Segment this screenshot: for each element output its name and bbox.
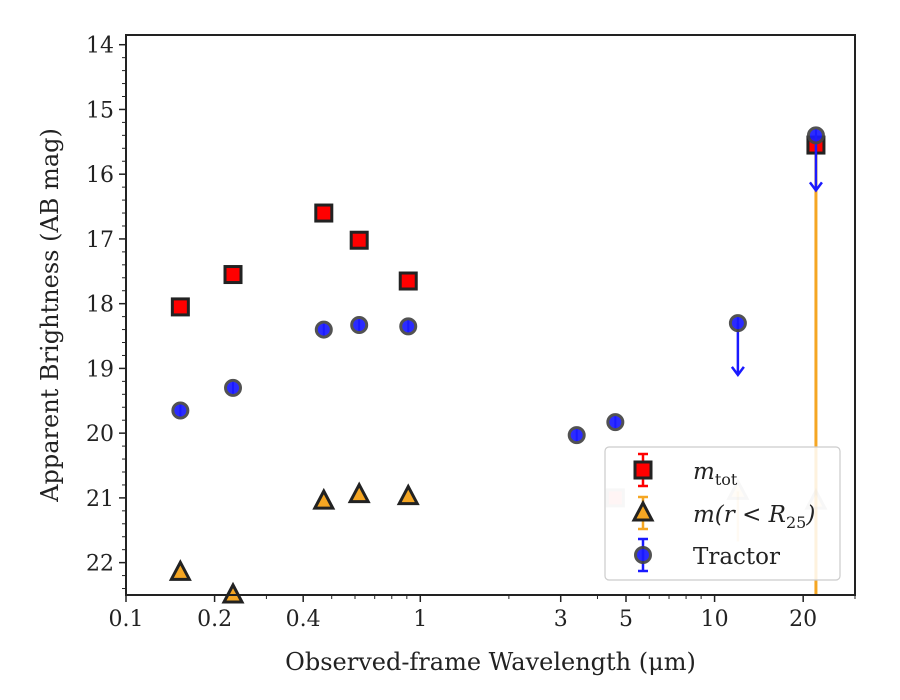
m-tot-point	[170, 297, 190, 317]
y-tick-label: 21	[86, 487, 114, 512]
legend-label: mtot	[693, 459, 738, 489]
arrow-head	[730, 366, 745, 377]
x-axis-label: Observed-frame Wavelength (μm)	[285, 648, 696, 676]
x-tick-label: 0.4	[286, 607, 321, 632]
y-tick-label: 19	[86, 357, 114, 382]
y-tick-label: 15	[86, 98, 114, 123]
y-tick-label: 18	[86, 293, 114, 318]
y-tick-label: 17	[86, 228, 114, 253]
m-tot-point	[349, 230, 369, 250]
legend-marker	[634, 546, 652, 564]
x-tick-label: 0.2	[197, 607, 232, 632]
x-tick-label: 0.1	[109, 607, 144, 632]
m-tot-point	[314, 203, 334, 223]
legend-marker	[631, 499, 655, 522]
y-tick-label: 16	[86, 163, 114, 188]
m-r25-point	[221, 581, 245, 604]
m-tot-point	[223, 265, 243, 285]
legend-label: Tractor	[693, 544, 780, 570]
y-tick-label: 22	[86, 552, 114, 577]
y-axis-ticks: 14 15 16 17 18 19 20 21 22	[86, 34, 126, 590]
m-r25-point	[168, 559, 192, 581]
m-r25-point	[347, 481, 371, 504]
m-r25-point	[312, 487, 336, 510]
arrow-head	[808, 181, 823, 193]
y-axis-label: Apparent Brightness (AB mag)	[36, 128, 64, 503]
legend-box	[604, 446, 841, 581]
m-tot-point	[398, 271, 418, 291]
m-r25-point	[396, 483, 420, 506]
x-axis-ticks: 0.1 0.2 0.4 1 3 5 10 20	[109, 595, 856, 632]
legend-label: m(r < R25)	[693, 502, 815, 532]
x-tick-label: 1	[413, 607, 427, 632]
y-tick-label: 20	[86, 422, 114, 447]
x-tick-label: 3	[554, 607, 568, 632]
y-tick-label: 14	[86, 34, 114, 59]
legend: mtot m(r < R25) Tractor	[604, 446, 841, 581]
plot-frame	[125, 34, 856, 596]
x-tick-label: 20	[789, 607, 817, 632]
x-tick-label: 5	[619, 607, 633, 632]
legend-marker	[633, 460, 653, 480]
x-tick-label: 10	[701, 607, 729, 632]
